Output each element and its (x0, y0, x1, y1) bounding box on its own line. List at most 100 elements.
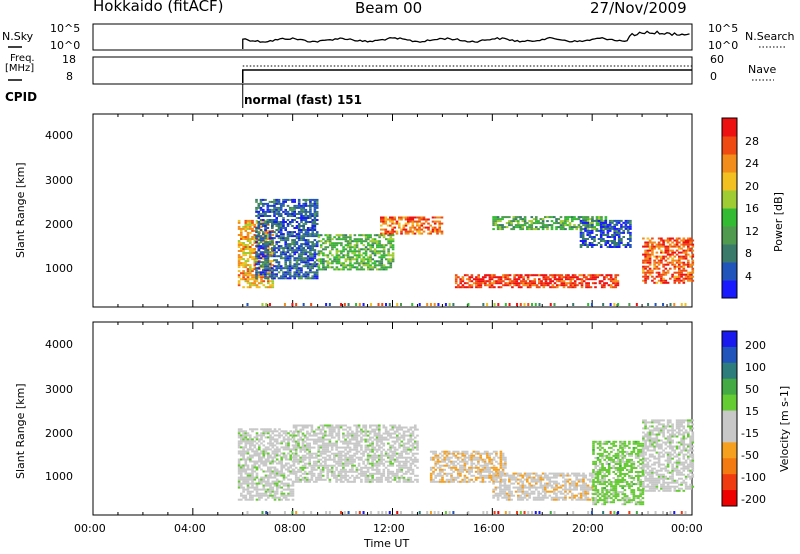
echo-cell (441, 458, 444, 461)
echo-cell (251, 248, 254, 250)
echo-cell (286, 251, 290, 254)
echo-cell (429, 456, 433, 459)
echo-cell (333, 258, 336, 261)
echo-cell (414, 460, 417, 463)
echo-cell (400, 230, 403, 233)
echo-cell (488, 470, 491, 473)
echo-cell (251, 256, 254, 259)
echo-cell (306, 273, 310, 276)
echo-cell (346, 268, 350, 271)
echo-cell (264, 464, 268, 467)
echo-cell (457, 286, 460, 289)
echo-cell (260, 442, 263, 445)
echo-cell (240, 428, 243, 431)
echo-cell (251, 474, 254, 477)
echo-cell (682, 239, 686, 242)
echo-cell (477, 450, 480, 453)
echo-cell (501, 454, 505, 457)
echo-cell (591, 222, 594, 225)
echo-cell (521, 474, 525, 477)
echo-cell (622, 244, 625, 246)
echo-cell (514, 216, 518, 219)
echo-cell (264, 221, 267, 223)
echo-cell (501, 218, 504, 221)
echo-cell (382, 266, 386, 269)
echo-cell (626, 225, 630, 228)
echo-cell (335, 252, 339, 255)
echo-cell (312, 466, 316, 469)
echo-cell (588, 244, 592, 246)
echo-cell (246, 260, 250, 263)
echo-cell (644, 257, 647, 260)
echo-cell (590, 231, 594, 234)
echo-cell (400, 470, 404, 473)
echo-cell (569, 282, 573, 285)
echo-cell (246, 248, 250, 250)
echo-cell (675, 253, 679, 256)
echo-cell (244, 440, 248, 443)
echo-cell (376, 268, 379, 271)
echo-cell (267, 432, 270, 435)
echo-cell (666, 261, 670, 264)
echo-cell (400, 466, 404, 469)
echo-cell (258, 276, 261, 279)
echo-cell (461, 454, 464, 457)
echo-cell (673, 263, 677, 266)
echo-cell (255, 438, 259, 441)
echo-cell (309, 245, 312, 248)
echo-cell (262, 242, 266, 244)
echo-cell (337, 262, 341, 265)
echo-cell (375, 424, 379, 427)
echo-cell (249, 242, 252, 244)
echo-cell (604, 225, 607, 228)
echo-cell (293, 251, 296, 254)
echo-cell (257, 235, 261, 238)
echo-cell (396, 452, 399, 455)
echo-cell (300, 206, 303, 209)
echo-cell (273, 204, 276, 207)
echo-cell (407, 478, 410, 481)
echo-cell (262, 261, 265, 264)
echo-cell (301, 476, 305, 479)
echo-cell (691, 239, 695, 242)
echo-cell (328, 442, 332, 445)
echo-cell (257, 271, 261, 274)
echo-cell (249, 444, 252, 447)
echo-cell (258, 260, 261, 263)
echo-cell (311, 227, 314, 229)
echo-cell (249, 472, 252, 475)
echo-cell (463, 468, 467, 471)
echo-cell (321, 470, 325, 473)
echo-cell (434, 474, 437, 477)
echo-cell (293, 241, 296, 244)
echo-cell (463, 282, 467, 285)
echo-cell (266, 277, 270, 280)
echo-cell (506, 278, 510, 281)
echo-cell (526, 226, 529, 229)
echo-cell (648, 259, 652, 262)
echo-cell (312, 480, 316, 483)
echo-cell (385, 258, 388, 261)
echo-cell (328, 444, 332, 447)
echo-cell (501, 468, 505, 471)
echo-cell (240, 234, 243, 236)
echo-cell (360, 478, 363, 481)
echo-cell (501, 228, 504, 231)
echo-cell (391, 218, 394, 221)
echo-cell (268, 263, 272, 266)
echo-cell (378, 236, 381, 239)
echo-cell (373, 252, 377, 255)
echo-cell (260, 264, 263, 267)
echo-cell (353, 266, 357, 269)
echo-cell (300, 245, 303, 248)
echo-cell (315, 210, 319, 213)
echo-cell (566, 216, 570, 219)
echo-cell (504, 284, 507, 287)
velocity-panel-frame (92, 321, 693, 516)
echo-cell (313, 204, 317, 207)
echo-cell (411, 480, 415, 483)
echo-cell (262, 432, 266, 435)
echo-cell (269, 488, 272, 491)
echo-cell (266, 251, 270, 254)
echo-cell (380, 438, 383, 441)
